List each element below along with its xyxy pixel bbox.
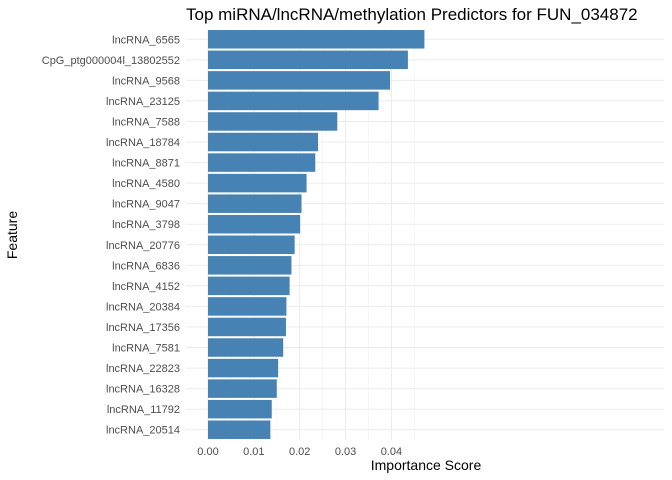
x-tick-labels: 0.00 0.01 0.02 0.03 0.04	[197, 446, 402, 458]
y-tick-label: CpG_ptg000004l_13802552	[42, 55, 180, 67]
bar	[208, 256, 292, 275]
y-tick-label: lncRNA_4580	[112, 178, 180, 190]
bar	[208, 358, 279, 378]
y-tick-label: lncRNA_22823	[106, 363, 180, 375]
x-tick-label: 0.02	[289, 446, 310, 458]
y-tick-label: lncRNA_9047	[112, 199, 180, 211]
bar	[208, 50, 408, 70]
grid	[186, 29, 664, 440]
bar	[208, 297, 287, 316]
y-tick-label: lncRNA_4152	[112, 281, 180, 293]
bar	[208, 399, 272, 419]
y-tick-label: lncRNA_11792	[107, 404, 180, 416]
bar	[208, 276, 290, 296]
bar	[208, 71, 391, 90]
y-tick-label: lncRNA_7581	[112, 343, 180, 355]
y-axis-title: Feature	[4, 211, 20, 259]
x-tick-label: 0.00	[197, 446, 218, 458]
y-tick-label: lncRNA_6836	[112, 260, 180, 272]
bar	[208, 214, 301, 234]
bar	[208, 112, 338, 131]
bar	[208, 173, 307, 193]
y-tick-label: lncRNA_9568	[112, 75, 180, 87]
bar	[208, 30, 425, 49]
y-tick-label: lncRNA_8871	[112, 158, 180, 170]
x-tick-label: 0.01	[243, 446, 264, 458]
y-tick-label: lncRNA_18784	[106, 137, 180, 149]
bars	[208, 30, 425, 439]
bar	[208, 91, 379, 111]
y-tick-label: lncRNA_20514	[106, 425, 180, 437]
x-tick-label: 0.04	[381, 446, 402, 458]
y-tick-label: lncRNA_3798	[112, 219, 180, 231]
chart-title: Top miRNA/lncRNA/methylation Predictors …	[186, 5, 638, 24]
x-axis-title: Importance Score	[371, 457, 482, 473]
bar	[208, 194, 302, 213]
y-tick-label: lncRNA_7588	[112, 116, 180, 128]
y-tick-label: lncRNA_6565	[112, 34, 180, 46]
bar	[208, 132, 319, 152]
y-tick-label: lncRNA_23125	[106, 96, 180, 108]
bar	[208, 338, 284, 357]
y-tick-label: lncRNA_20384	[106, 301, 180, 313]
y-tick-labels: lncRNA_6565 CpG_ptg000004l_13802552 lncRNA…	[42, 34, 180, 436]
bar	[208, 235, 295, 255]
y-tick-label: lncRNA_20776	[106, 240, 180, 252]
y-tick-label: lncRNA_17356	[106, 322, 180, 334]
bar	[208, 420, 271, 439]
bar	[208, 153, 316, 172]
x-tick-label: 0.03	[335, 446, 356, 458]
y-tick-label: lncRNA_16328	[106, 384, 180, 396]
bar	[208, 317, 286, 337]
bar	[208, 379, 277, 398]
